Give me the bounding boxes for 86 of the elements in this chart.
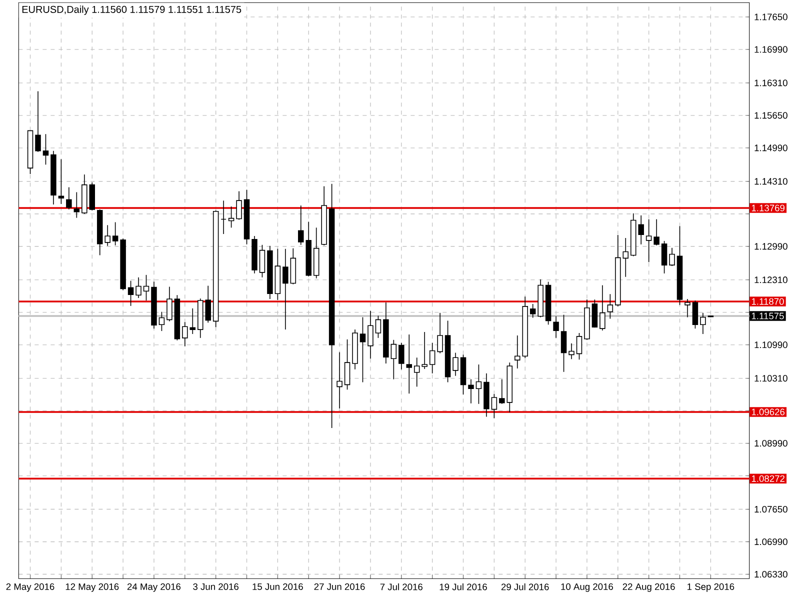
ref-line-label: 1.09626 — [752, 408, 785, 416]
candlestick — [700, 312, 706, 334]
candlestick — [35, 90, 41, 152]
candlestick — [42, 134, 49, 166]
x-tick-label: 3 Jun 2016 — [193, 583, 238, 590]
x-tick-label: 24 May 2016 — [127, 583, 181, 592]
x-tick-label: 22 Aug 2016 — [622, 583, 675, 592]
candlestick — [684, 298, 690, 318]
candlestick — [530, 304, 536, 318]
candlestick — [406, 334, 412, 394]
candlestick — [560, 314, 567, 372]
y-tick-label: 1.17650 — [754, 14, 788, 20]
y-tick-label: 1.06990 — [754, 538, 788, 546]
candlestick — [190, 308, 196, 334]
candlestick — [499, 378, 505, 404]
y-tick-label: 1.10990 — [754, 342, 788, 348]
candlestick — [205, 285, 211, 324]
ref-line-label: 1.11575 — [752, 312, 784, 320]
x-tick-label: 7 Jul 2016 — [380, 583, 422, 590]
candlestick — [236, 190, 242, 220]
y-tick-label: 1.12310 — [754, 276, 788, 284]
candlestick — [553, 316, 559, 338]
candlestick — [375, 315, 382, 338]
ref-line-label: 1.08272 — [752, 475, 784, 482]
y-tick-label: 1.06330 — [754, 570, 788, 578]
candlestick — [452, 352, 458, 376]
candlestick — [661, 240, 668, 274]
chart-title: EURUSD,Daily 1.11560 1.11579 1.11551 1.11575 — [22, 6, 242, 15]
candlestick — [390, 339, 397, 380]
candlestick — [476, 364, 482, 404]
ref-line-label: 1.13769 — [752, 204, 784, 212]
y-tick-label: 1.16990 — [754, 46, 788, 53]
y-tick-label: 1.07650 — [754, 506, 788, 513]
candlestick — [74, 192, 80, 218]
candlestick — [669, 247, 675, 266]
candlestick — [166, 286, 172, 322]
candlestick — [646, 218, 652, 263]
y-tick-label: 1.14310 — [754, 178, 788, 185]
y-tick-label: 1.14990 — [754, 144, 788, 152]
candlestick — [104, 224, 110, 246]
candlestick — [398, 342, 404, 370]
y-tick-label: 1.12990 — [754, 243, 788, 250]
candlestick — [422, 332, 428, 370]
x-tick-label: 12 May 2016 — [66, 583, 119, 592]
candlestick — [437, 312, 443, 354]
candlestick — [368, 310, 374, 360]
candlestick — [607, 294, 614, 320]
x-tick-label: 19 Jul 2016 — [440, 583, 487, 590]
x-tick-label: 10 Aug 2016 — [561, 583, 613, 592]
candlestick — [414, 357, 420, 388]
y-tick-label: 1.08990 — [754, 440, 788, 447]
candlestick — [143, 274, 150, 301]
x-tick-label: 27 Jun 2016 — [314, 583, 365, 590]
x-tick-label: 29 Jul 2016 — [501, 583, 549, 590]
candlestick — [112, 222, 118, 246]
candlestick — [259, 244, 266, 278]
y-tick-label: 1.10310 — [754, 375, 788, 382]
candlestick — [336, 352, 342, 409]
candlestick — [66, 186, 72, 210]
candlestick — [58, 158, 64, 204]
candlestick — [228, 206, 234, 228]
candlestick — [158, 311, 165, 332]
candlestick — [568, 342, 574, 360]
x-tick-label: 2 May 2016 — [6, 583, 54, 592]
candlestick — [638, 214, 644, 245]
candlestick — [600, 284, 606, 331]
ref-line-label: 1.11870 — [752, 298, 784, 305]
y-tick-label: 1.16310 — [754, 80, 788, 86]
x-tick-label: 1 Sep 2016 — [688, 583, 734, 592]
candlestick — [282, 248, 288, 330]
candlestick — [654, 218, 660, 246]
candlestick — [360, 316, 366, 383]
candlestick — [491, 394, 498, 419]
candlestick — [576, 332, 582, 360]
candlestick — [592, 299, 598, 328]
candlestick — [468, 378, 474, 404]
y-tick-label: 1.15650 — [754, 112, 788, 119]
candlestick — [128, 280, 134, 306]
candlestick — [429, 342, 436, 374]
candlestick — [136, 276, 142, 298]
candlestick — [622, 238, 629, 278]
candlestick — [182, 322, 188, 347]
candlestick — [692, 300, 698, 329]
candlestick — [220, 200, 226, 234]
x-tick-label: 15 Jun 2016 — [252, 583, 303, 590]
candlestick — [344, 339, 350, 390]
